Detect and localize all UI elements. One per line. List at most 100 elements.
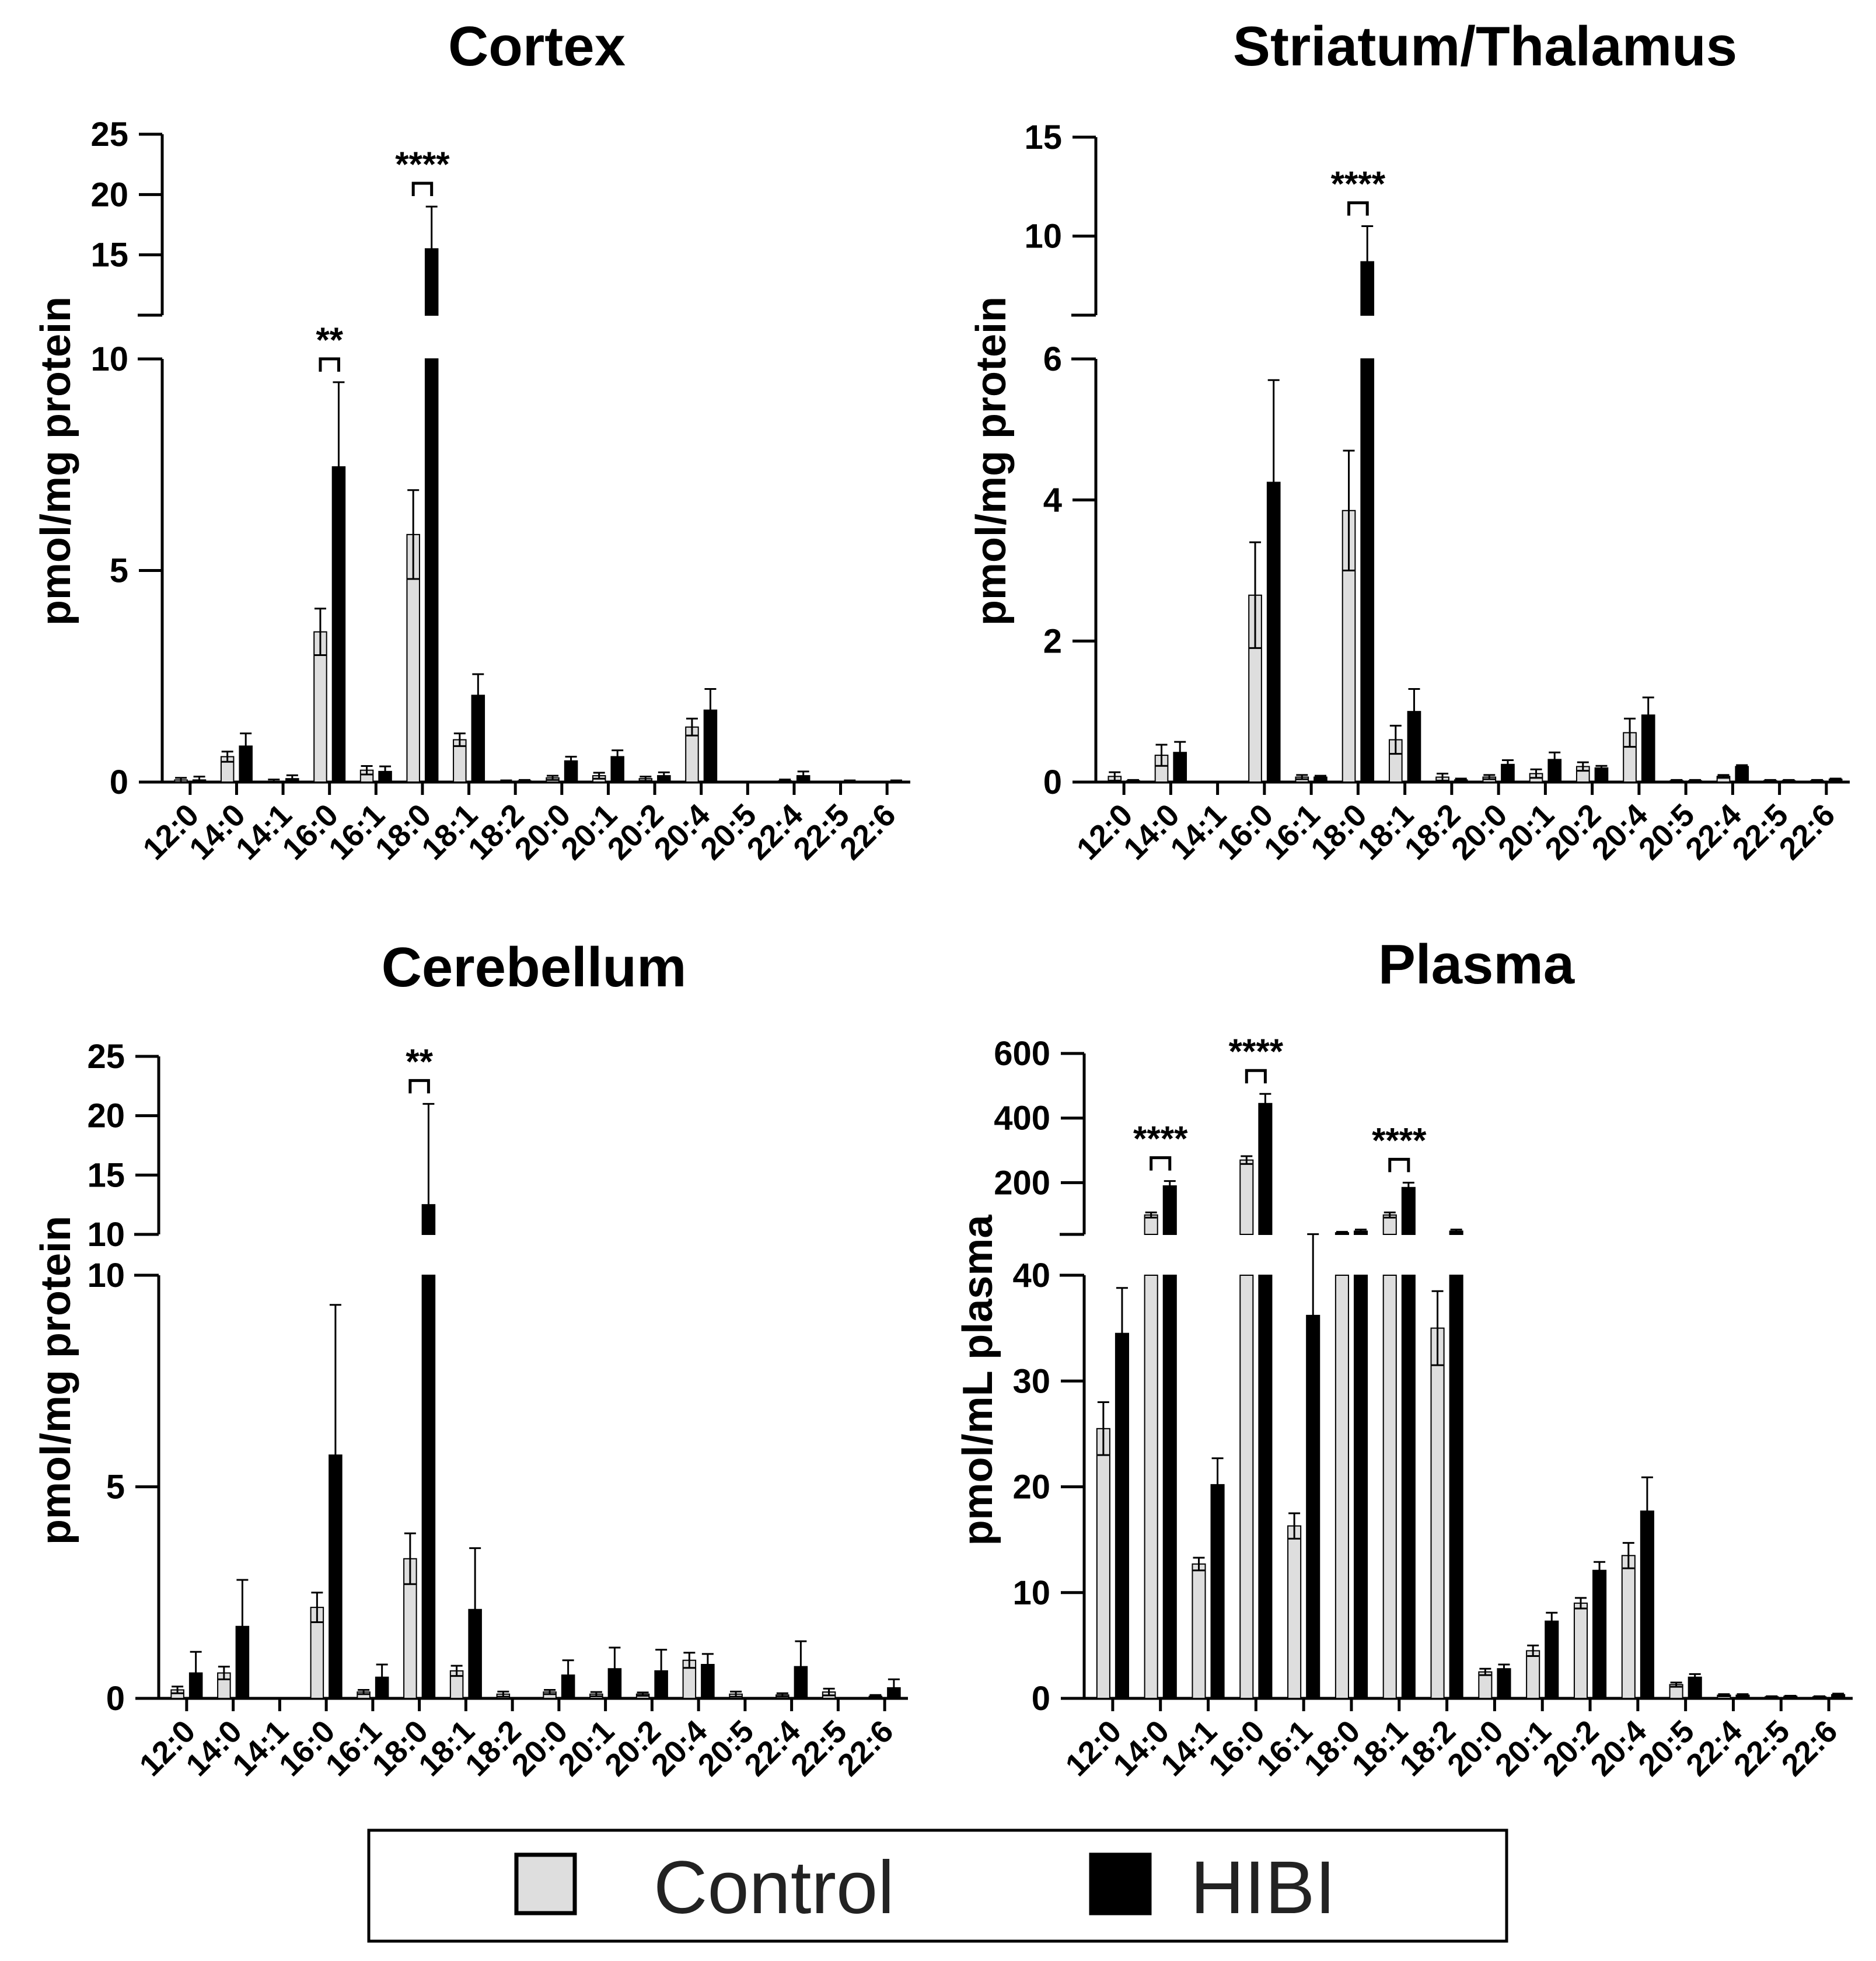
plasma-ylabel: pmol/mL plasma <box>955 1215 1001 1546</box>
plasma-bar-hibi-upper <box>1449 1230 1463 1236</box>
plasma-sig-label: **** <box>1133 1119 1188 1159</box>
striatum-ytick-label: 4 <box>1043 481 1062 519</box>
cerebellum-ylabel: pmol/mg protein <box>33 1216 79 1545</box>
cortex-ylabel: pmol/mg protein <box>33 296 79 626</box>
plasma-bar-control <box>1239 1275 1254 1699</box>
striatum-bar-hibi <box>1501 763 1515 783</box>
plasma-bar-control <box>1573 1602 1588 1699</box>
plasma-ytick-label: 10 <box>1012 1574 1050 1612</box>
cortex-sig-bracket <box>319 357 340 372</box>
cortex-sig-bracket <box>411 182 434 196</box>
striatum-sig-label: **** <box>1331 165 1386 204</box>
cerebellum-bar-hibi <box>607 1668 622 1699</box>
cerebellum-xtick-label: 22:6 <box>831 1714 900 1783</box>
cortex-bar-hibi <box>889 780 903 783</box>
plasma-bar-hibi <box>1735 1694 1750 1699</box>
plasma-bar-hibi <box>1115 1332 1129 1699</box>
plasma-ytick-label: 0 <box>1032 1680 1050 1718</box>
striatum-bar-hibi <box>1407 711 1421 783</box>
plasma-bar-hibi <box>1640 1510 1654 1699</box>
legend-hibi-swatch <box>1089 1852 1152 1915</box>
cerebellum-bar-hibi <box>794 1666 808 1699</box>
cerebellum-bar-hibi <box>887 1687 901 1699</box>
cortex-bar-hibi <box>657 775 671 783</box>
striatum-bar-hibi <box>1173 752 1187 783</box>
plasma-ytick-label: 40 <box>1012 1257 1050 1294</box>
plasma-sig-label: **** <box>1229 1032 1284 1071</box>
plasma-ytick-label: 600 <box>994 1035 1050 1073</box>
striatum-sig-bracket <box>1347 201 1369 216</box>
cortex-bar-hibi <box>471 695 485 783</box>
plasma-bar-hibi-upper <box>1401 1187 1416 1236</box>
plasma-bar-hibi <box>1545 1620 1559 1699</box>
cortex-ytick-label: 15 <box>90 236 128 274</box>
striatum-bar-hibi <box>1266 481 1281 783</box>
cortex-bar-hibi <box>424 358 439 783</box>
striatum-bar-hibi <box>1594 767 1609 783</box>
cortex-xtick-label: 22:6 <box>833 797 903 867</box>
cortex-bar-hibi <box>192 779 207 783</box>
plasma-bar-hibi <box>1162 1275 1177 1699</box>
plasma-bar-hibi <box>1592 1569 1607 1699</box>
cerebellum-bar-hibi <box>654 1670 668 1699</box>
plasma-bar-hibi <box>1449 1275 1463 1699</box>
cerebellum-bar-hibi <box>235 1625 250 1699</box>
plasma-bar-hibi <box>1401 1275 1416 1699</box>
plasma-bar-control-upper <box>1239 1159 1254 1236</box>
cerebellum-bar-hibi <box>701 1664 715 1699</box>
plasma-bar-hibi-upper <box>1353 1230 1368 1236</box>
cortex-ytick-label: 20 <box>90 176 128 214</box>
cortex-ytick-label: 10 <box>90 340 128 378</box>
cerebellum-ytick-label: 10 <box>87 1257 125 1294</box>
plasma-bar-hibi <box>1831 1694 1846 1699</box>
striatum-bar-hibi <box>1828 779 1843 783</box>
cortex-ytick-label: 0 <box>110 763 128 801</box>
plasma-ytick-label: 200 <box>994 1164 1050 1202</box>
cortex-sig-label: **** <box>395 145 450 184</box>
cortex-bar-hibi-upper <box>424 248 439 316</box>
plasma-bar-control <box>1621 1555 1636 1699</box>
cortex-sig-label: ** <box>316 320 343 360</box>
cerebellum-sig-bracket <box>408 1079 430 1094</box>
plasma-bar-hibi-upper <box>1162 1185 1177 1235</box>
plasma-bar-hibi <box>1497 1668 1511 1699</box>
plasma-xtick-label: 22:6 <box>1775 1714 1844 1783</box>
striatum-ytick-label: 10 <box>1024 217 1062 255</box>
legend-control-label: Control <box>654 1846 895 1929</box>
striatum-bar-hibi <box>1454 779 1468 783</box>
plasma-bar-hibi <box>1306 1314 1320 1699</box>
striatum-ytick-label: 15 <box>1024 118 1062 156</box>
plasma-sig-label: **** <box>1372 1121 1427 1160</box>
striatum-bar-hibi <box>1547 759 1562 783</box>
cerebellum-bar-hibi-upper <box>421 1204 436 1236</box>
plasma-bar-control <box>1526 1650 1540 1699</box>
striatum-ytick-label: 2 <box>1043 622 1062 660</box>
cerebellum-bar-hibi <box>561 1674 575 1699</box>
cortex-bar-hibi <box>610 756 624 783</box>
cortex-ytick-label: 25 <box>90 116 128 153</box>
plasma-title: Plasma <box>1378 933 1575 996</box>
plasma-ytick-label: 400 <box>994 1100 1050 1137</box>
striatum-bar-hibi <box>1126 780 1140 783</box>
cortex-bar-hibi <box>239 745 253 783</box>
plasma-bar-hibi-upper <box>1258 1102 1273 1236</box>
striatum-ytick-label: 0 <box>1043 763 1062 801</box>
cerebellum-bar-hibi <box>188 1672 203 1699</box>
plasma-bar-hibi <box>1210 1484 1225 1699</box>
striatum-bar-hibi <box>1641 714 1655 783</box>
cortex-ytick-label: 5 <box>110 552 128 590</box>
cortex-bar-hibi <box>796 775 811 783</box>
striatum-title: Striatum/Thalamus <box>1233 15 1737 78</box>
striatum-ylabel: pmol/mg protein <box>968 296 1015 626</box>
cortex-title: Cortex <box>448 15 626 78</box>
cerebellum-ytick-label: 20 <box>87 1097 125 1135</box>
cerebellum-ytick-label: 5 <box>106 1468 125 1506</box>
cerebellum-ytick-label: 10 <box>87 1216 125 1254</box>
striatum-chart: Striatum/Thalamus pmol/mg protein 0 2 4 6 10 15… <box>968 15 1850 867</box>
legend-hibi-label: HIBI <box>1190 1846 1336 1929</box>
cerebellum-bar-hibi <box>421 1275 436 1699</box>
